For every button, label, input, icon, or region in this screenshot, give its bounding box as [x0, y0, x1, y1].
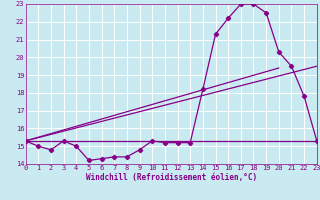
X-axis label: Windchill (Refroidissement éolien,°C): Windchill (Refroidissement éolien,°C) — [86, 173, 257, 182]
